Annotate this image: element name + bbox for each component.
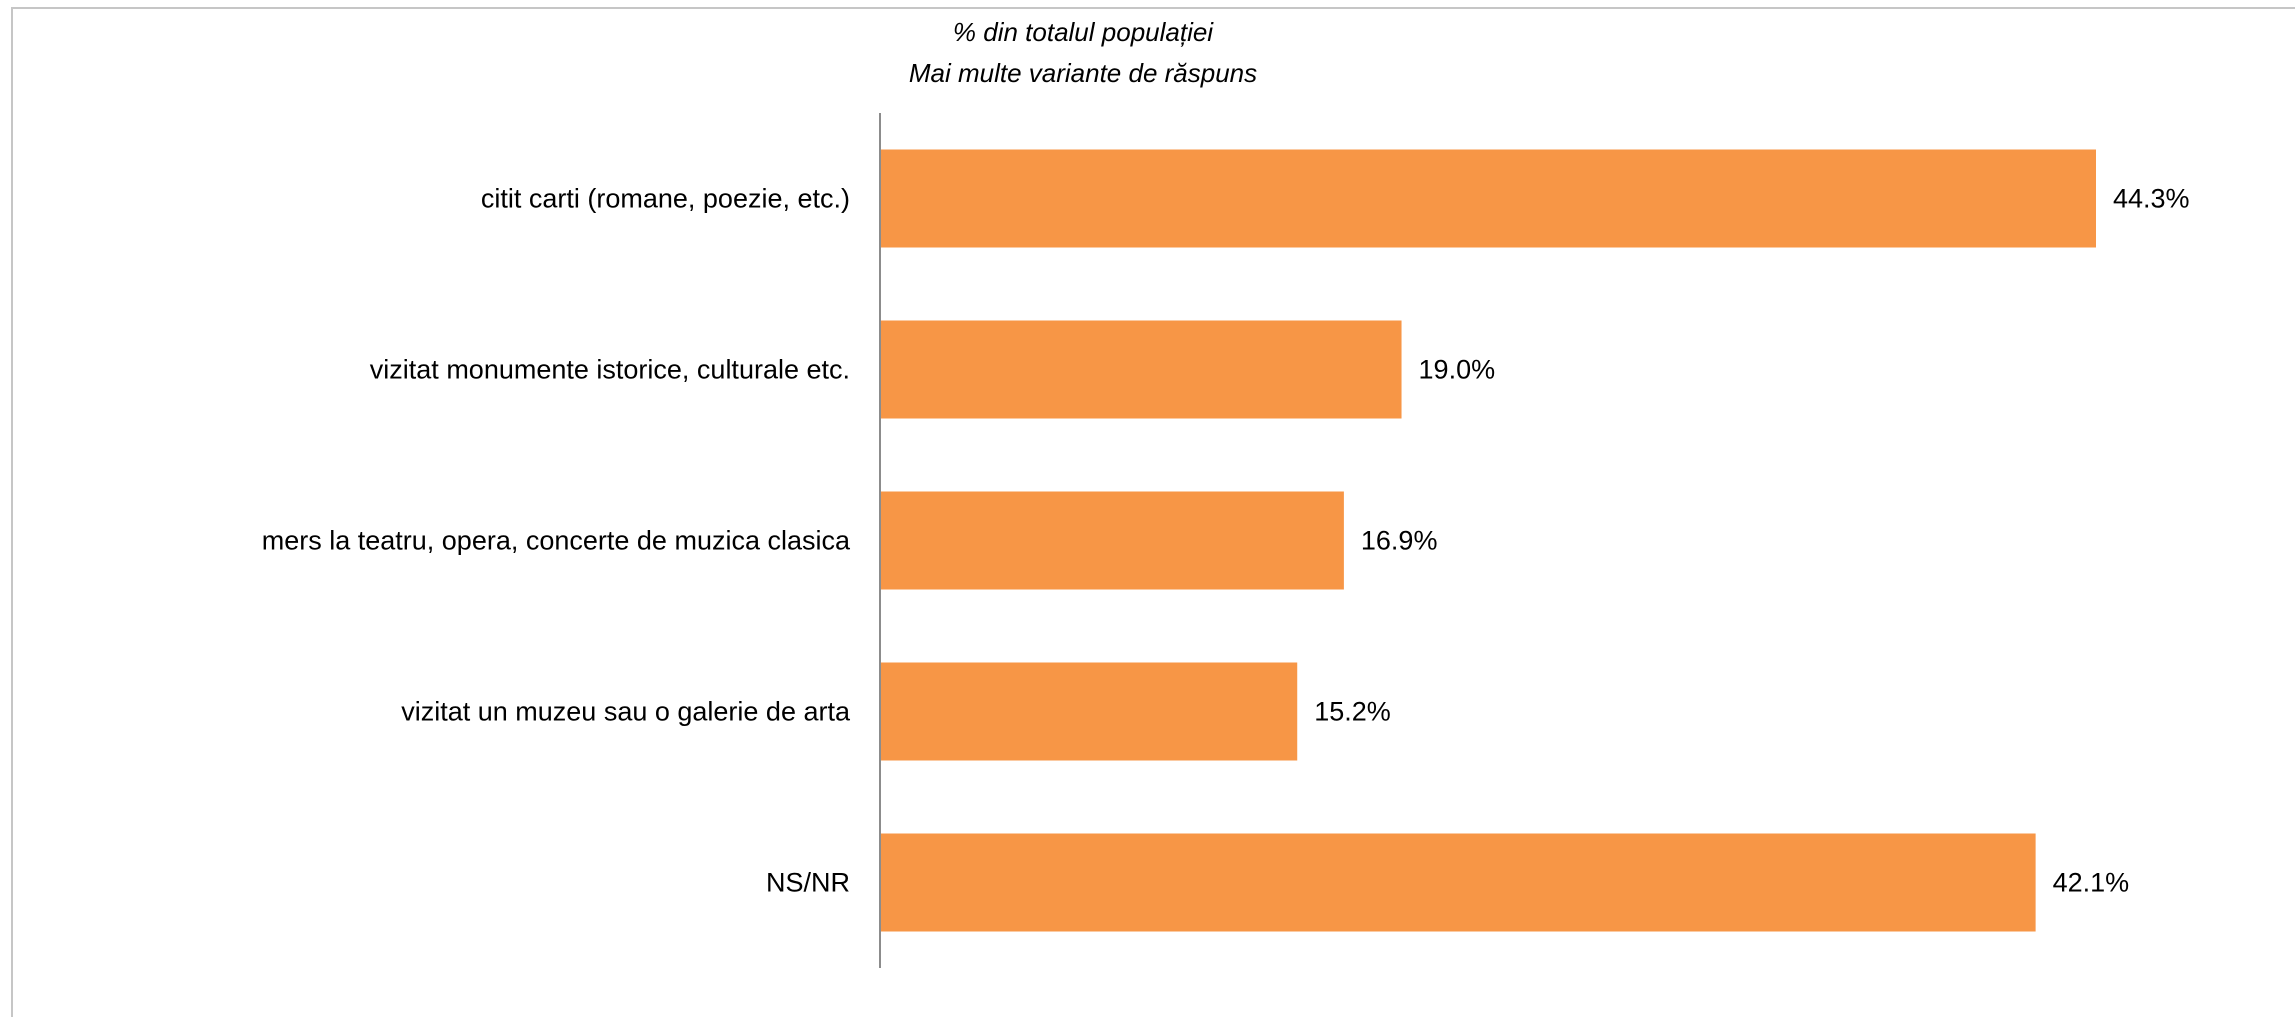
value-label: 15.2% [1314, 697, 1391, 727]
chart-subtitle-line-1: % din totalul populației [953, 17, 1214, 47]
category-label: vizitat monumente istorice, culturale et… [370, 355, 850, 385]
bar [880, 149, 2096, 248]
chart-subtitle-line-2: Mai multe variante de răspuns [909, 58, 1257, 88]
bar [880, 491, 1344, 590]
bar [880, 662, 1298, 761]
category-label: vizitat un muzeu sau o galerie de arta [401, 697, 851, 727]
category-label: citit carti (romane, poezie, etc.) [481, 184, 850, 214]
chart-frame [11, 7, 2295, 1017]
category-label: NS/NR [766, 868, 850, 898]
value-label: 16.9% [1361, 526, 1438, 556]
value-label: 42.1% [2053, 868, 2130, 898]
bar [880, 320, 1402, 419]
category-label: mers la teatru, opera, concerte de muzic… [262, 526, 851, 556]
value-label: 19.0% [1419, 355, 1496, 385]
bar [880, 833, 2036, 932]
bars-layer: citit carti (romane, poezie, etc.) 44.3% v… [262, 149, 2190, 932]
value-label: 44.3% [2113, 184, 2190, 214]
